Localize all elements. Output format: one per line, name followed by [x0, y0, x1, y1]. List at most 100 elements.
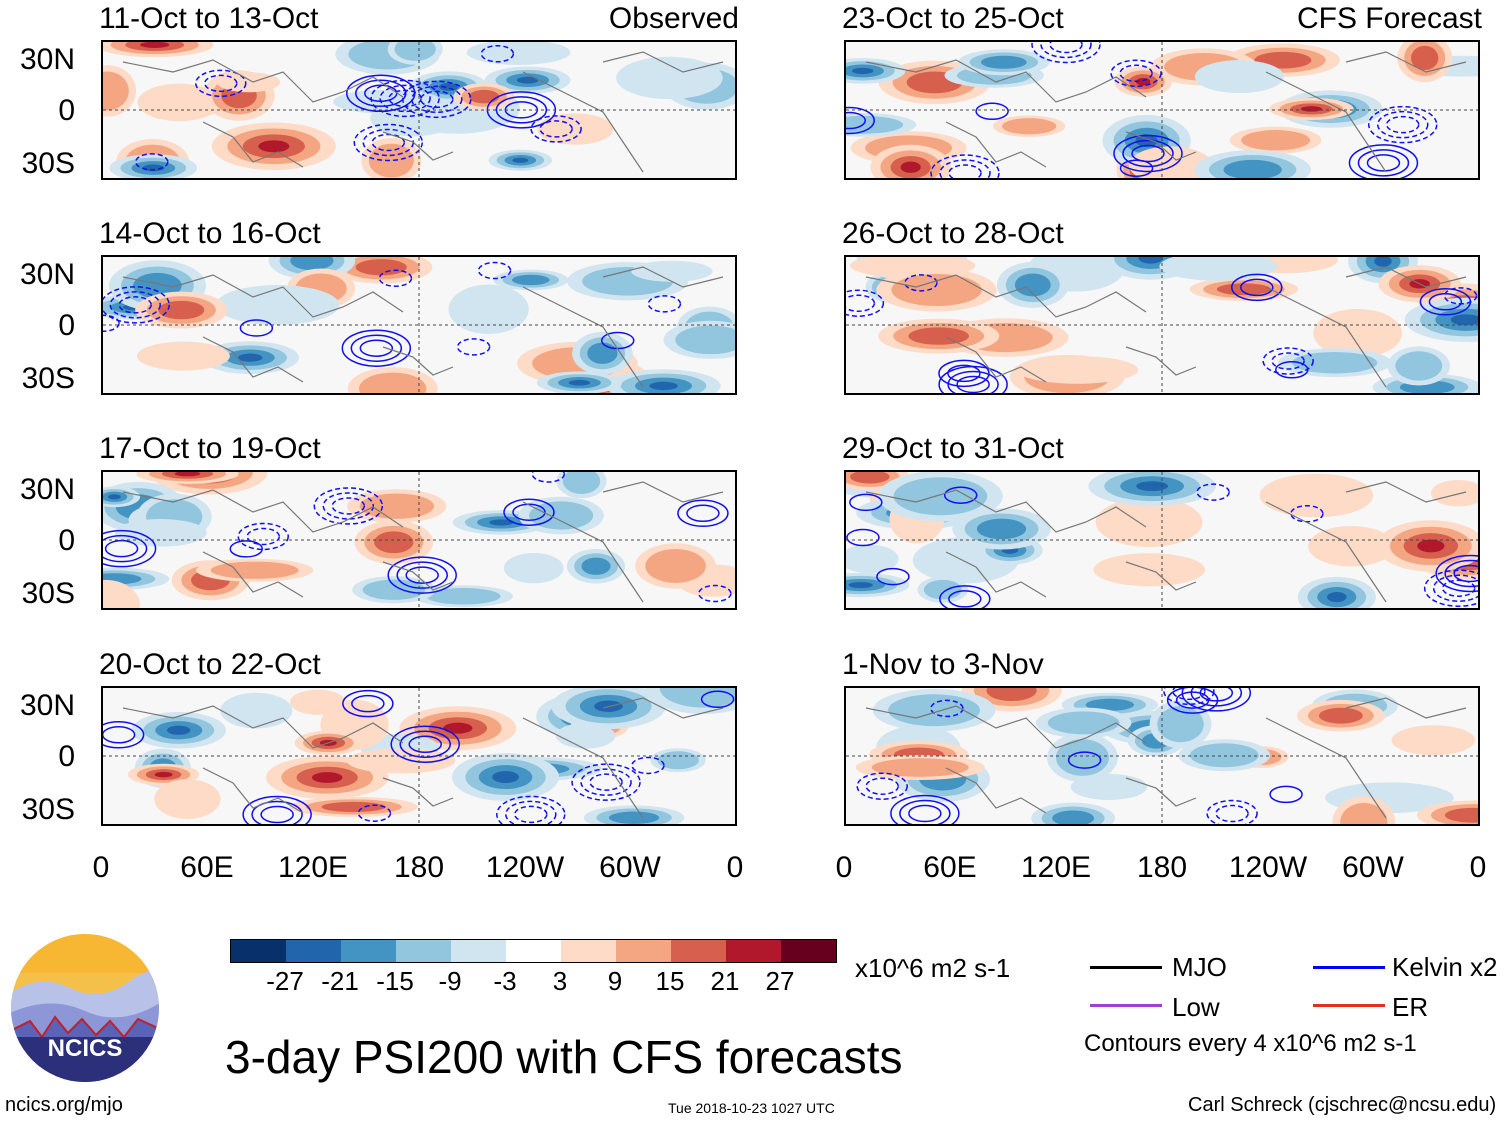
psi-anomaly-blob	[154, 771, 173, 778]
kelvin-contour	[350, 334, 403, 362]
kelvin-contour	[1181, 688, 1252, 712]
coastline	[1125, 346, 1197, 376]
psi-anomaly-blob	[1308, 525, 1395, 567]
kelvin-contour	[1040, 42, 1092, 59]
lon-label: 60W	[599, 851, 661, 884]
panel-title: 29-Oct to 31-Oct	[842, 432, 1064, 465]
lat-label-eq: 0	[58, 309, 75, 342]
coastline	[602, 481, 724, 503]
coastline	[865, 59, 1147, 103]
kelvin-contour	[103, 314, 120, 333]
kelvin-contour	[938, 365, 1008, 393]
kelvin-contour	[103, 286, 170, 324]
psi-anomaly-blob	[1241, 130, 1311, 151]
map-field	[101, 40, 737, 180]
psi-anomaly-blob	[466, 42, 571, 65]
psi-anomaly-blob	[986, 688, 1037, 701]
kelvin-contour	[420, 90, 454, 109]
colorbar-tick: -9	[438, 966, 462, 996]
kelvin-contour	[1110, 59, 1162, 88]
kelvin-contour	[408, 735, 442, 753]
kelvin-contour	[1215, 804, 1249, 823]
panel-title: 14-Oct to 16-Oct	[99, 217, 321, 250]
panel-left-3: 17-Oct to 19-Oct	[99, 432, 737, 610]
colorbar	[230, 939, 837, 963]
coastline	[522, 717, 644, 819]
panel-left-2: 14-Oct to 16-Oct	[99, 217, 737, 395]
footer-left[interactable]: ncics.org/mjo	[5, 1094, 123, 1116]
kelvin-contour	[1031, 42, 1101, 64]
coastline	[1125, 131, 1197, 161]
psi-anomaly-blob	[1444, 807, 1478, 823]
kelvin-contour	[1199, 688, 1234, 702]
psi-anomaly-blob	[537, 113, 614, 145]
coastline	[382, 131, 454, 161]
kelvin-contour	[1366, 154, 1401, 172]
kelvin-contour	[1367, 105, 1438, 144]
psi-anomaly-blob	[355, 259, 407, 276]
lon-label: 120E	[1020, 851, 1092, 884]
psi-anomaly-blob	[1014, 273, 1051, 297]
psi-anomaly-blob	[980, 55, 1027, 69]
kelvin-contour	[411, 85, 463, 114]
psi-anomaly-blob	[492, 771, 519, 784]
kelvin-contour	[1131, 144, 1165, 163]
colorbar-tick: 15	[655, 966, 685, 996]
psi-anomaly-blob	[1391, 725, 1476, 756]
kelvin-contour	[1206, 799, 1258, 824]
kelvin-contour	[1067, 751, 1102, 769]
coastline	[202, 336, 304, 383]
kelvin-contour	[229, 540, 264, 558]
psi-anomaly-blob	[846, 544, 899, 574]
coastline	[865, 274, 1147, 318]
psi-anomaly-blob	[900, 161, 921, 173]
coastline	[602, 266, 724, 288]
psi-anomaly-blob	[891, 273, 982, 307]
psi-anomaly-blob	[215, 285, 340, 325]
coastline	[1345, 697, 1467, 719]
kelvin-contour	[351, 694, 385, 713]
psi-anomaly-blob	[210, 561, 299, 579]
kelvin-contour	[698, 584, 732, 603]
legend-line-low	[1090, 1004, 1162, 1007]
kelvin-contour	[355, 79, 407, 108]
coastline	[382, 346, 454, 376]
kelvin-contour	[1376, 110, 1429, 139]
panel-label: CFS Forecast	[1296, 2, 1482, 35]
psi-anomaly-blob	[1430, 480, 1478, 507]
coastline	[202, 767, 304, 814]
psi-anomaly-blob	[1157, 706, 1204, 743]
lat-label-30s: 30S	[21, 577, 75, 610]
logo-text: NCICS	[48, 1035, 123, 1062]
map-field	[844, 470, 1480, 610]
psi-anomaly-blob	[616, 56, 723, 100]
colorbar-swatch	[726, 940, 781, 962]
kelvin-contour	[938, 359, 990, 388]
psi-anomaly-blob	[503, 552, 564, 584]
main-title: 3-day PSI200 with CFS forecasts	[225, 1031, 903, 1083]
psi-anomaly-blob	[362, 579, 426, 600]
kelvin-contour	[647, 295, 682, 313]
map-field	[101, 686, 737, 826]
panel-right-3: 29-Oct to 31-Oct	[842, 432, 1480, 610]
colorbar-swatch	[671, 940, 726, 962]
kelvin-contour	[505, 800, 557, 824]
kelvin-contour	[948, 164, 982, 178]
coastline	[1265, 286, 1387, 388]
kelvin-contour	[1444, 559, 1478, 588]
legend-line-kelvin	[1313, 966, 1385, 969]
colorbar-swatch	[396, 940, 451, 962]
kelvin-contour	[876, 567, 910, 586]
psi-anomaly-blob	[849, 472, 890, 484]
psi-anomaly-blob	[1136, 481, 1169, 492]
psi-anomaly-blob	[1450, 314, 1478, 326]
kelvin-contour	[571, 763, 641, 801]
kelvin-contour	[947, 370, 999, 393]
kelvin-contour	[1166, 688, 1219, 714]
coastline	[1265, 71, 1387, 173]
kelvin-contour	[890, 794, 960, 824]
psi-anomaly-blob	[103, 579, 140, 608]
panel-title: 11-Oct to 13-Oct	[99, 2, 319, 35]
psi-anomaly-blob	[649, 381, 678, 391]
kelvin-contour	[1231, 273, 1283, 302]
